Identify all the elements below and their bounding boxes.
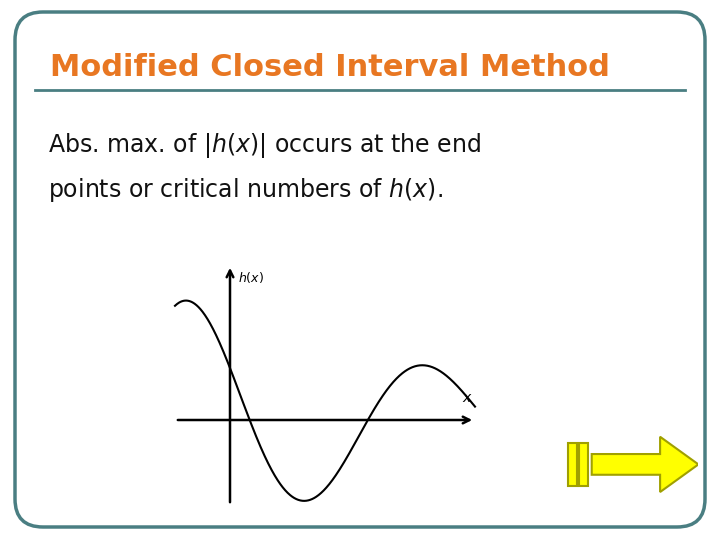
Text: points or critical numbers of $h(x)$.: points or critical numbers of $h(x)$. <box>48 176 443 204</box>
Polygon shape <box>569 443 577 486</box>
Text: Modified Closed Interval Method: Modified Closed Interval Method <box>50 53 610 83</box>
Text: $h(x)$: $h(x)$ <box>238 270 264 285</box>
Polygon shape <box>592 437 698 492</box>
Text: Abs. max. of $|h(x)|$ occurs at the end: Abs. max. of $|h(x)|$ occurs at the end <box>48 131 481 159</box>
Text: $x$: $x$ <box>462 391 473 405</box>
FancyBboxPatch shape <box>15 12 705 527</box>
Polygon shape <box>580 443 588 486</box>
